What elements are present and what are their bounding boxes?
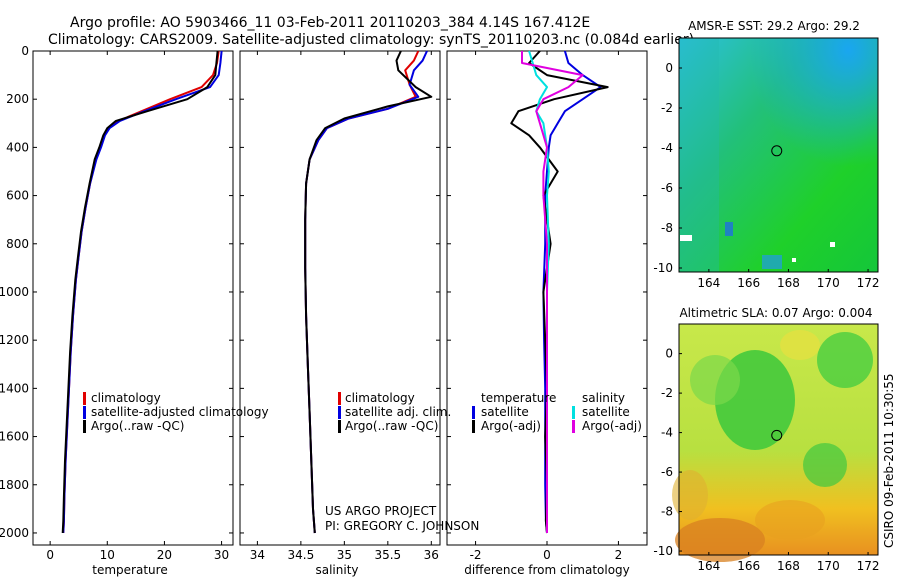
map-y-tick-label: 0: [665, 61, 673, 75]
legend-swatch-climatology: [338, 392, 341, 405]
x-tick-label: 2: [615, 548, 623, 562]
x-tick-label: 34.5: [288, 548, 315, 562]
x-tick-label: 36: [424, 548, 439, 562]
map-y-tick-label: -10: [653, 261, 673, 275]
salinity-axis-label: salinity: [315, 563, 358, 577]
series-line-argo: [304, 50, 433, 534]
map-y-tick-label: -4: [661, 426, 673, 440]
legend-argo: Argo(..raw -QC): [91, 419, 184, 433]
y-tick-label: 800: [6, 237, 29, 251]
y-tick-label: 1200: [0, 333, 29, 347]
y-tick-label: 600: [6, 189, 29, 203]
sla-map-title: Altimetric SLA: 0.07 Argo: 0.004: [679, 306, 872, 320]
y-tick-label: 1000: [0, 285, 29, 299]
map-x-tick-label: 166: [737, 276, 760, 290]
x-tick-label: 10: [100, 548, 115, 562]
legend-swatch-argo: [83, 420, 86, 433]
y-tick-label: 1400: [0, 381, 29, 395]
map-x-tick-label: 164: [697, 276, 720, 290]
x-tick-label: 35.5: [374, 548, 401, 562]
series-line-satellite: [304, 50, 428, 534]
map-x-tick-label: 170: [817, 276, 840, 290]
map-x-tick-label: 170: [817, 559, 840, 573]
temperature-legend: climatology satellite-adjusted climatolo…: [83, 391, 269, 433]
credit-line1: US ARGO PROJECT: [325, 504, 437, 518]
map-y-tick-label: -2: [661, 386, 673, 400]
series-line-climatology: [62, 50, 220, 534]
legend-temp-satellite: satellite: [481, 405, 529, 419]
legend-sal-argo: Argo(-adj): [582, 419, 642, 433]
sst-map-image: [679, 38, 878, 272]
map-y-tick-label: -8: [661, 221, 673, 235]
legend-satellite-adjusted: satellite-adjusted climatology: [91, 405, 269, 419]
map-x-tick-label: 166: [737, 559, 760, 573]
legend-swatch-satellite: [83, 406, 86, 419]
x-tick-label: 34: [250, 548, 265, 562]
legend-swatch-temp-satellite: [472, 406, 475, 419]
x-tick-label: 20: [157, 548, 172, 562]
map-x-tick-label: 168: [777, 276, 800, 290]
legend-swatch-satellite: [338, 406, 341, 419]
series-line-argo: [61, 50, 219, 534]
credit-line2: PI: GREGORY C. JOHNSON: [325, 519, 479, 533]
salinity-legend: climatology satellite adj. clim. Argo(..…: [338, 391, 451, 433]
legend-swatch-sal-satellite: [572, 406, 575, 419]
series-line-climatology: [304, 50, 420, 534]
map-y-tick-label: -4: [661, 141, 673, 155]
x-tick-label: -2: [470, 548, 482, 562]
x-tick-label: 0: [46, 548, 54, 562]
figure-title-line2: Climatology: CARS2009. Satellite-adjuste…: [48, 32, 694, 48]
series-line-salinity-argo: [521, 51, 584, 533]
legend-swatch-temp-argo: [472, 420, 475, 433]
legend-title-temperature: temperature: [481, 391, 556, 405]
map-y-tick-label: -6: [661, 181, 673, 195]
y-tick-label: 1800: [0, 478, 29, 492]
difference-legend: temperature salinity satellite Argo(-adj…: [472, 391, 642, 433]
series-line-temperature-satellite: [542, 50, 602, 534]
difference-axis-label: difference from climatology: [464, 563, 630, 577]
x-tick-label: 0: [543, 548, 551, 562]
csiro-timestamp: CSIRO 09-Feb-2011 10:30:55: [882, 373, 896, 548]
argo-location-marker: [771, 145, 783, 157]
map-x-tick-label: 172: [857, 276, 880, 290]
legend-swatch-argo: [338, 420, 341, 433]
y-tick-label: 0: [21, 44, 29, 58]
legend-climatology: climatology: [91, 391, 161, 405]
series-line-satellite: [62, 50, 223, 534]
y-tick-label: 200: [6, 92, 29, 106]
y-tick-label: 2000: [0, 526, 29, 540]
map-y-tick-label: -10: [653, 544, 673, 558]
map-x-tick-label: 168: [777, 559, 800, 573]
sst-map-title: AMSR-E SST: 29.2 Argo: 29.2: [688, 19, 860, 33]
figure-title-line1: Argo profile: AO 5903466_11 03-Feb-2011 …: [70, 15, 590, 31]
map-y-tick-label: -6: [661, 465, 673, 479]
x-tick-label: 30: [214, 548, 229, 562]
y-tick-label: 1600: [0, 430, 29, 444]
argo-location-marker: [771, 429, 783, 441]
x-tick-label: 35: [337, 548, 352, 562]
sst-map-frame: [678, 37, 879, 273]
legend-swatch-sal-argo: [572, 420, 575, 433]
y-tick-label: 400: [6, 140, 29, 154]
legend-title-salinity: salinity: [582, 391, 625, 405]
temperature-panel: [32, 50, 234, 546]
legend-swatch-climatology: [83, 392, 86, 405]
map-x-tick-label: 164: [697, 559, 720, 573]
map-y-tick-label: -2: [661, 101, 673, 115]
temperature-axis-label: temperature: [92, 563, 167, 577]
sla-map-frame: [678, 323, 879, 556]
legend-satellite-adj: satellite adj. clim.: [345, 405, 451, 419]
map-y-tick-label: -8: [661, 505, 673, 519]
salinity-panel: [239, 50, 441, 546]
legend-sal-satellite: satellite: [582, 405, 630, 419]
legend-temp-argo: Argo(-adj): [481, 419, 541, 433]
legend-climatology: climatology: [345, 391, 415, 405]
map-y-tick-label: 0: [665, 347, 673, 361]
legend-argo: Argo(..raw -QC): [345, 419, 438, 433]
map-x-tick-label: 172: [857, 559, 880, 573]
series-line-temperature-argo: [510, 50, 609, 534]
sla-map-image: [672, 324, 878, 562]
